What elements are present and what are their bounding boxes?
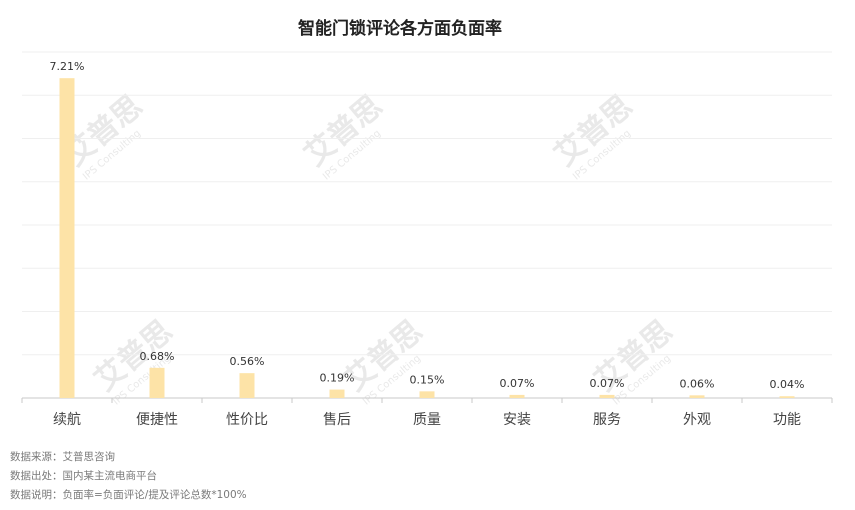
bar bbox=[689, 395, 705, 398]
data-label: 0.07% bbox=[500, 377, 535, 390]
data-label: 0.04% bbox=[770, 378, 805, 391]
data-label: 7.21% bbox=[50, 60, 85, 73]
data-label: 0.56% bbox=[230, 355, 265, 368]
bar bbox=[419, 391, 435, 398]
x-tick-label: 便捷性 bbox=[136, 412, 178, 428]
note-source: 数据来源：艾普思咨询 bbox=[10, 451, 115, 463]
bar bbox=[779, 396, 795, 398]
x-tick-label: 服务 bbox=[593, 412, 621, 428]
bar bbox=[509, 394, 525, 398]
x-tick-label: 性价比 bbox=[226, 412, 268, 428]
x-tick-label: 安装 bbox=[503, 412, 531, 428]
chart-title: 智能门锁评论各方面负面率 bbox=[298, 19, 502, 39]
x-tick-label: 功能 bbox=[773, 412, 801, 428]
bar bbox=[599, 394, 615, 398]
x-tick-label: 质量 bbox=[413, 412, 441, 428]
data-label: 0.06% bbox=[680, 377, 715, 390]
x-tick-label: 外观 bbox=[683, 412, 711, 428]
data-label: 0.07% bbox=[590, 377, 625, 390]
data-label: 0.19% bbox=[320, 372, 355, 385]
data-label: 0.68% bbox=[140, 350, 175, 363]
note-origin: 数据出处：国内某主流电商平台 bbox=[10, 470, 157, 482]
bar bbox=[59, 78, 75, 399]
bar-chart: 7.21% 续航 0.68% 便捷性 0.56% 性价比 0.19% 售后 0.15% 质量 0.0… bbox=[21, 51, 833, 428]
bar bbox=[239, 373, 255, 398]
note-definition: 数据说明：负面率=负面评论/提及评论总数*100% bbox=[10, 489, 247, 501]
bar bbox=[149, 367, 165, 398]
bar bbox=[329, 389, 345, 398]
x-tick-label: 续航 bbox=[53, 411, 81, 428]
notes: 数据来源：艾普思咨询 数据出处：国内某主流电商平台 数据说明：负面率=负面评论/… bbox=[10, 448, 247, 505]
x-tick-label: 售后 bbox=[323, 412, 351, 428]
data-label: 0.15% bbox=[410, 373, 445, 386]
